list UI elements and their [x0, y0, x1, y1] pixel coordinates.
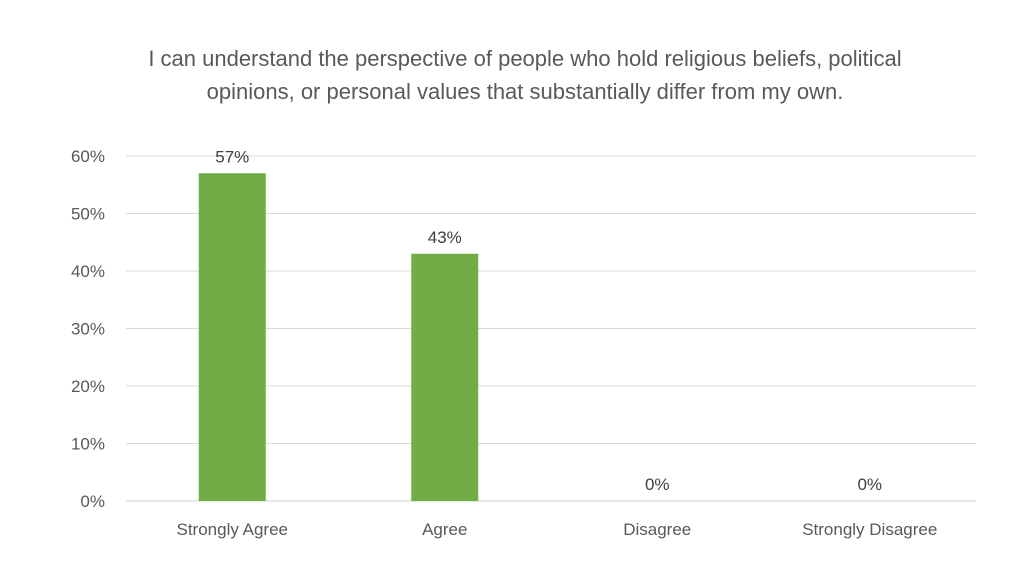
y-tick-label: 20%	[71, 377, 105, 396]
chart-title: I can understand the perspective of peop…	[148, 46, 902, 104]
data-label: 0%	[645, 475, 670, 494]
category-label: Strongly Agree	[176, 520, 288, 539]
y-tick-label: 60%	[71, 147, 105, 166]
bar	[198, 173, 266, 501]
category-label: Strongly Disagree	[802, 520, 937, 539]
y-tick-label: 0%	[80, 492, 105, 511]
bar	[411, 253, 479, 501]
category-label: Agree	[422, 520, 467, 539]
data-label: 43%	[428, 228, 462, 247]
y-tick-label: 30%	[71, 320, 105, 339]
y-tick-label: 10%	[71, 435, 105, 454]
y-tick-label: 40%	[71, 262, 105, 281]
category-label: Disagree	[623, 520, 691, 539]
y-tick-label: 50%	[71, 205, 105, 224]
data-label: 57%	[215, 147, 249, 166]
data-label: 0%	[857, 475, 882, 494]
